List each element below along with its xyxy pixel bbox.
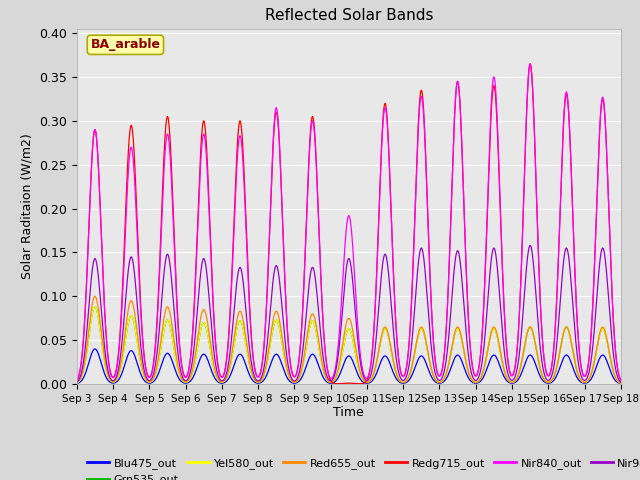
X-axis label: Time: Time [333, 407, 364, 420]
Legend: Blu475_out, Grn535_out, Yel580_out, Red655_out, Redg715_out, Nir840_out, Nir945_: Blu475_out, Grn535_out, Yel580_out, Red6… [83, 454, 640, 480]
Title: Reflected Solar Bands: Reflected Solar Bands [264, 9, 433, 24]
Y-axis label: Solar Raditaion (W/m2): Solar Raditaion (W/m2) [20, 133, 33, 279]
Text: BA_arable: BA_arable [90, 38, 161, 51]
